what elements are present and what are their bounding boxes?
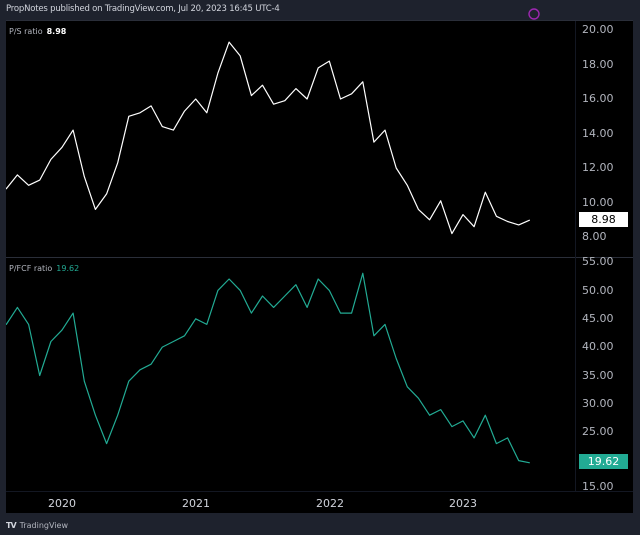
- publish-header: PropNotes published on TradingView.com, …: [0, 0, 640, 20]
- legend-value: 8.98: [46, 27, 67, 36]
- time-tick: 2022: [316, 497, 344, 510]
- axis-tick: 10.00: [582, 196, 614, 209]
- pfcf-ratio-legend: P/FCF ratio 19.62: [9, 264, 79, 273]
- time-tick: 2020: [48, 497, 76, 510]
- time-tick: 2023: [449, 497, 477, 510]
- publisher-badge-icon: [528, 8, 540, 20]
- axis-tick: 50.00: [582, 284, 614, 297]
- ps-ratio-pane[interactable]: P/S ratio 8.98: [6, 21, 575, 257]
- pfcf-ratio-line: [6, 272, 530, 464]
- axis-tick: 45.00: [582, 312, 614, 325]
- axis-tick: 20.00: [582, 23, 614, 36]
- legend-label: P/S ratio: [9, 27, 43, 36]
- axis-tick: 15.00: [582, 480, 614, 490]
- axis-tick: 8.00: [582, 230, 607, 243]
- axis-tick: 40.00: [582, 340, 614, 353]
- ps-ratio-line: [6, 41, 531, 235]
- legend-label: P/FCF ratio: [9, 264, 53, 273]
- axis-tick: 25.00: [582, 425, 614, 438]
- axis-tick: 30.00: [582, 397, 614, 410]
- pfcf-ratio-pane[interactable]: P/FCF ratio 19.62: [6, 258, 575, 491]
- price-axis[interactable]: 20.00 18.00 16.00 14.00 12.00 10.00 8.00…: [575, 21, 634, 491]
- pfcf-last-value-badge: 19.62: [579, 454, 628, 469]
- chart-frame[interactable]: P/S ratio 8.98 P/FCF ratio 19.62 20.00 18.…: [6, 20, 633, 513]
- axis-tick: 35.00: [582, 369, 614, 382]
- axis-tick: 14.00: [582, 127, 614, 140]
- axis-tick: 18.00: [582, 58, 614, 71]
- axis-tick: 55.00: [582, 255, 614, 268]
- ps-ratio-legend: P/S ratio 8.98: [9, 27, 66, 36]
- time-axis[interactable]: 2020 2021 2022 2023: [6, 491, 633, 514]
- footer-brand: TradingView: [19, 520, 68, 530]
- pane-divider[interactable]: [6, 257, 633, 258]
- publish-info: PropNotes published on TradingView.com, …: [6, 4, 280, 14]
- axis-tick: 16.00: [582, 92, 614, 105]
- footer: TV TradingView: [6, 519, 68, 531]
- time-tick: 2021: [182, 497, 210, 510]
- ps-last-value-badge: 8.98: [579, 212, 628, 227]
- tradingview-logo-icon: TV: [6, 520, 17, 530]
- axis-tick: 12.00: [582, 161, 614, 174]
- legend-value: 19.62: [56, 264, 80, 273]
